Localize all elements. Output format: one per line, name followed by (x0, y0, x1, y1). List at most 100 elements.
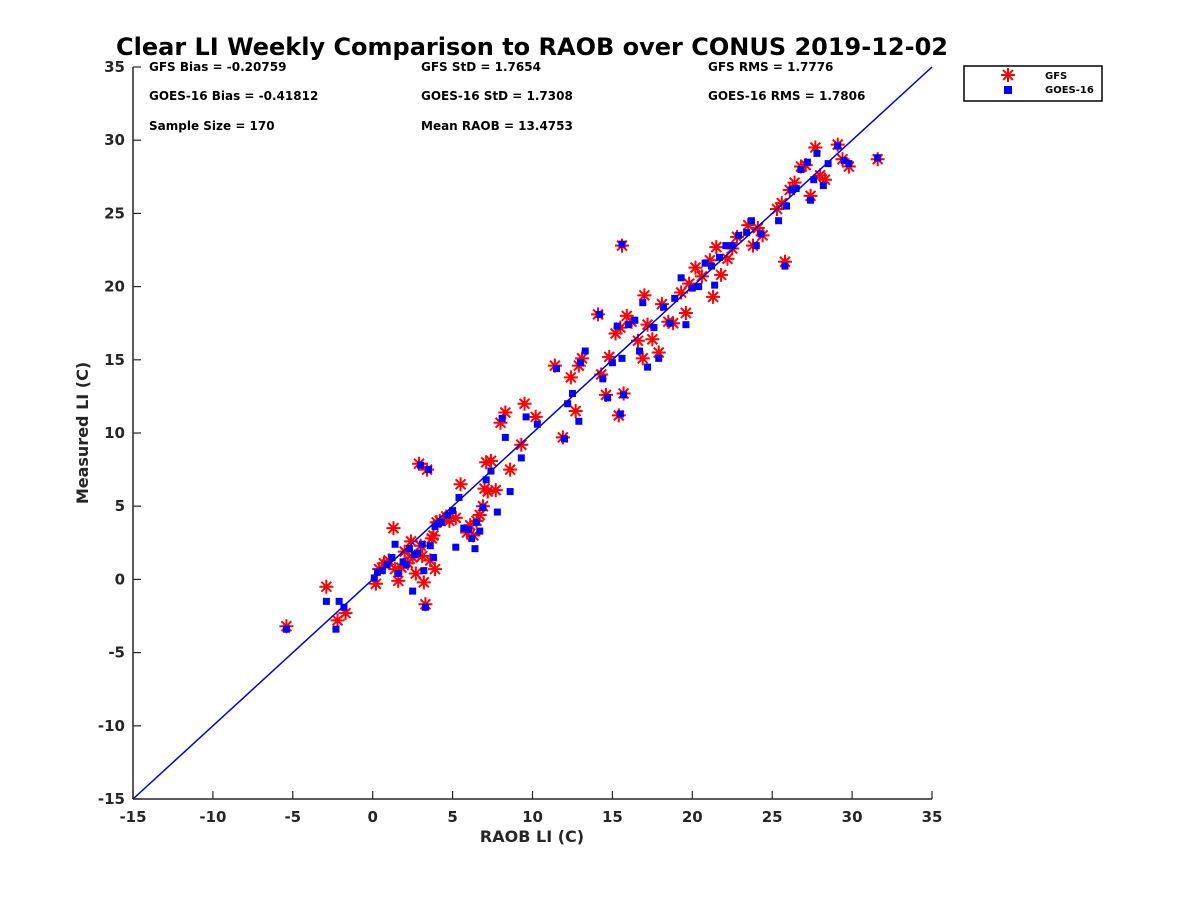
gfs-point (741, 218, 756, 233)
stat-goes-rms: GOES-16 RMS = 1.7806 (708, 89, 865, 103)
gfs-point (426, 528, 441, 543)
x-tick-label: 10 (522, 808, 543, 826)
stat-gfs-std: GFS StD = 1.7654 (421, 60, 541, 74)
goes-16-point (682, 321, 690, 329)
y-tick-label: 30 (104, 131, 125, 149)
goes-16-point (522, 413, 530, 421)
goes-16-point (501, 433, 509, 441)
goes-16-point (560, 435, 568, 443)
goes-16-point (493, 508, 501, 516)
gfs-point (803, 188, 818, 203)
goes-16-point (405, 545, 413, 553)
gfs-point (463, 518, 478, 533)
gfs-point (391, 573, 406, 588)
y-tick-label: 35 (104, 58, 125, 76)
goes-16-point (747, 217, 755, 225)
gfs-point (688, 260, 703, 275)
gfs-point (479, 455, 494, 470)
legend: GFS GOES-16 (963, 65, 1103, 102)
stat-gfs-rms: GFS RMS = 1.7776 (708, 60, 833, 74)
goes-16-point (618, 240, 626, 248)
y-tick-label: -10 (98, 717, 125, 735)
stat-gfs-bias: GFS Bias = -0.20759 (149, 60, 286, 74)
goes-16-point (429, 553, 437, 561)
gfs-point (448, 510, 463, 525)
x-tick-label: -10 (199, 808, 226, 826)
stat-goes-std: GOES-16 StD = 1.7308 (421, 89, 573, 103)
goes-16-point (332, 625, 340, 633)
goes-16-point (616, 410, 624, 418)
gfs-point (817, 172, 832, 187)
gfs-point (682, 276, 697, 291)
goes-16-point (618, 354, 626, 362)
gfs-point (368, 576, 383, 591)
chart-title: Clear LI Weekly Comparison to RAOB over … (116, 33, 948, 61)
gfs-point (637, 288, 652, 303)
goes-16-point (568, 389, 576, 397)
gfs-point (630, 333, 645, 348)
goes-16-point (498, 414, 506, 422)
goes-16-point (575, 417, 583, 425)
goes-16-point (420, 567, 428, 575)
goes-16-point (394, 570, 402, 578)
goes-16-point (722, 242, 730, 250)
goes-16-point (533, 420, 541, 428)
goes-16-point (576, 359, 584, 367)
goes-16-point (735, 231, 743, 239)
goes-16-point (845, 160, 853, 168)
goes-16-point (426, 542, 434, 550)
goes-16-point (596, 310, 604, 318)
gfs-point (480, 484, 495, 499)
goes-16-point (409, 587, 417, 595)
goes-16-point (695, 283, 703, 291)
goes-16-point (373, 568, 381, 576)
goes-16-point (506, 488, 514, 496)
y-ticks: -15 -10 -5 0 5 10 15 20 25 30 35 (98, 58, 141, 808)
x-ticks: -15 -10 -5 0 5 10 15 20 25 30 35 (119, 791, 942, 826)
goes-16-point (655, 354, 663, 362)
goes-16-point (517, 454, 525, 462)
goes-16-point (335, 597, 343, 605)
goes-16-point (468, 534, 476, 542)
goes-16-point (471, 545, 479, 553)
goes-16-point (677, 274, 685, 282)
x-tick-label: 5 (447, 808, 457, 826)
x-axis-label: RAOB LI (C) (480, 827, 584, 846)
gfs-point (750, 221, 765, 236)
goes-16-point (644, 363, 652, 371)
x-tick-label: 35 (922, 808, 943, 826)
plot-area: -15 -10 -5 0 5 10 15 20 25 30 35 -15 -10 -5 0 5 10 15 20 2… (98, 58, 943, 826)
gfs-point (416, 575, 431, 590)
gfs-point (394, 560, 409, 575)
gfs-point (568, 404, 583, 419)
gfs-point (408, 566, 423, 581)
goes-16-point (282, 625, 290, 633)
goes-16-point (417, 461, 425, 469)
goes-16-point (803, 158, 811, 166)
goes-16-point (636, 347, 644, 355)
goes-16-point (425, 466, 433, 474)
goes-16-point (639, 299, 647, 307)
goes-16-point (728, 242, 736, 250)
x-tick-label: -5 (284, 808, 301, 826)
y-tick-label: 0 (115, 570, 125, 588)
gfs-point (777, 254, 792, 269)
goes-16-point (819, 182, 827, 190)
gfs-point (483, 453, 498, 468)
x-tick-label: 20 (682, 808, 703, 826)
y-tick-label: -5 (108, 644, 125, 662)
gfs-point (319, 579, 334, 594)
gfs-point (517, 396, 532, 411)
goes-16-point (437, 518, 445, 526)
goes-16-point (715, 253, 723, 261)
goes-16-point (449, 507, 457, 515)
x-tick-label: 30 (842, 808, 863, 826)
gfs-point (428, 562, 443, 577)
goes-16-point (391, 540, 399, 548)
gfs-point (453, 477, 468, 492)
goes-16-point (564, 400, 572, 408)
gfs-point (619, 308, 634, 323)
gfs-point (563, 370, 578, 385)
gfs-point (678, 305, 693, 320)
